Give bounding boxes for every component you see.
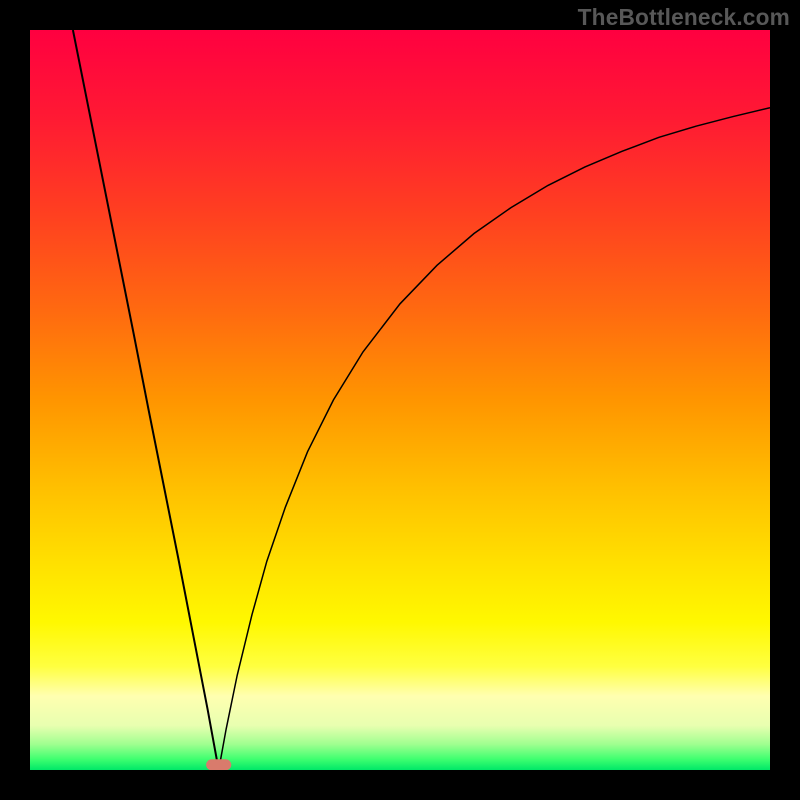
min-marker bbox=[206, 759, 231, 770]
chart-svg bbox=[30, 30, 770, 770]
chart-frame: TheBottleneck.com bbox=[0, 0, 800, 800]
gradient-background bbox=[30, 30, 770, 770]
watermark-text: TheBottleneck.com bbox=[578, 4, 790, 31]
plot-area bbox=[30, 30, 770, 770]
